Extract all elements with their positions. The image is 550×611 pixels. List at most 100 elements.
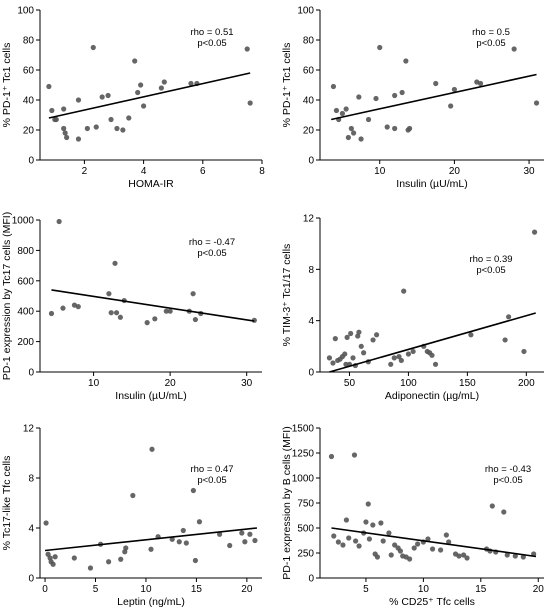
data-point <box>407 556 413 562</box>
y-tick-label: 80 <box>23 36 35 47</box>
data-point <box>50 561 56 567</box>
data-point <box>56 218 62 225</box>
data-point <box>356 94 362 100</box>
data-point <box>448 103 454 109</box>
data-point <box>180 527 186 534</box>
data-point <box>378 520 384 526</box>
data-point <box>405 351 412 357</box>
data-point <box>356 543 362 549</box>
rho-label: rho = 0.5 <box>472 27 510 38</box>
data-point <box>192 557 198 564</box>
data-point <box>217 531 223 537</box>
data-point <box>75 136 82 142</box>
y-axis-label: PD-1 expression by B cells (MFI) <box>281 426 293 579</box>
data-point <box>53 116 59 123</box>
y-tick-label: 20 <box>303 126 315 137</box>
x-tick-label: 15 <box>191 584 203 595</box>
data-point <box>117 314 123 320</box>
p-value-label: p<0.05 <box>197 38 226 49</box>
data-point <box>99 94 105 100</box>
data-point <box>358 136 364 142</box>
y-tick-label: 100 <box>17 6 34 17</box>
regression-line <box>51 289 255 322</box>
data-point <box>339 110 345 117</box>
data-point <box>380 538 386 544</box>
data-point <box>502 337 508 343</box>
data-point <box>149 446 155 452</box>
regression-line <box>44 527 258 552</box>
data-point <box>365 116 372 123</box>
data-point <box>90 44 96 51</box>
data-point <box>75 97 82 103</box>
data-point <box>350 355 356 361</box>
x-axis-label: Adiponectin (µg/mL) <box>385 390 479 402</box>
p-value-label: p<0.05 <box>476 38 505 49</box>
data-point <box>377 44 383 51</box>
data-point <box>386 530 392 536</box>
y-axis-label: % TIM-3⁺ Tc1/17 cells <box>281 244 293 347</box>
y-tick-label: 12 <box>23 424 35 435</box>
data-point <box>130 492 136 499</box>
panel-4: 50 100 150 200 0 4 8 12 Adiponectin (µg/mL) % TIM… <box>281 214 544 402</box>
y-axis-label: % PD-1⁺ Tc1 cells <box>1 43 13 128</box>
rho-label: rho = 0.51 <box>190 27 233 38</box>
x-axis-label: % CD25⁺ Tfc cells <box>389 596 475 608</box>
y-tick-label: 1250 <box>292 449 315 460</box>
x-axis-label: Leptin (ng/mL) <box>117 596 185 608</box>
data-point <box>62 130 68 136</box>
data-point <box>138 82 144 88</box>
data-point <box>52 554 58 560</box>
y-tick-label: 0 <box>28 574 34 585</box>
y-tick-label: 200 <box>17 337 34 348</box>
x-tick-label: 15 <box>475 584 487 595</box>
data-point <box>460 552 467 558</box>
data-point <box>61 106 67 112</box>
y-tick-label: 0 <box>308 368 314 379</box>
data-point <box>446 539 452 545</box>
x-tick-label: 5 <box>363 584 369 595</box>
data-point <box>144 320 150 326</box>
x-tick-label: 200 <box>518 378 535 389</box>
y-axis-label: % PD-1⁺ Tc1 cells <box>281 43 293 128</box>
y-tick-label: 40 <box>303 96 315 107</box>
data-point <box>411 545 417 551</box>
data-point <box>330 360 336 366</box>
regression-line <box>329 312 536 373</box>
data-point <box>415 541 421 547</box>
data-point <box>331 533 337 539</box>
data-point <box>512 553 518 559</box>
data-point <box>196 519 203 525</box>
data-point <box>114 125 120 132</box>
y-tick-label: 1000 <box>292 474 315 485</box>
data-point <box>396 354 402 360</box>
data-point <box>407 125 413 132</box>
data-point <box>46 83 52 90</box>
data-point <box>335 539 341 545</box>
data-point <box>344 334 350 340</box>
x-tick-label: 20 <box>533 584 545 595</box>
data-point <box>242 539 248 545</box>
data-point <box>75 304 81 310</box>
x-tick-label: 150 <box>459 378 476 389</box>
data-point <box>531 229 538 235</box>
regression-line <box>331 527 537 558</box>
data-point <box>506 314 512 320</box>
p-value-label: p<0.05 <box>197 248 226 259</box>
data-point <box>366 536 372 542</box>
data-point <box>384 124 390 130</box>
data-point <box>346 535 352 541</box>
data-point <box>48 310 55 317</box>
data-point <box>342 351 348 357</box>
data-point <box>108 116 114 123</box>
data-point <box>343 106 349 112</box>
data-point <box>190 291 196 297</box>
data-point <box>399 89 405 96</box>
data-point <box>192 316 198 323</box>
data-point <box>169 536 175 542</box>
rho-label: rho = 0.47 <box>190 464 233 475</box>
data-point <box>328 453 335 460</box>
y-tick-label: 500 <box>297 524 314 535</box>
data-point <box>167 308 173 314</box>
